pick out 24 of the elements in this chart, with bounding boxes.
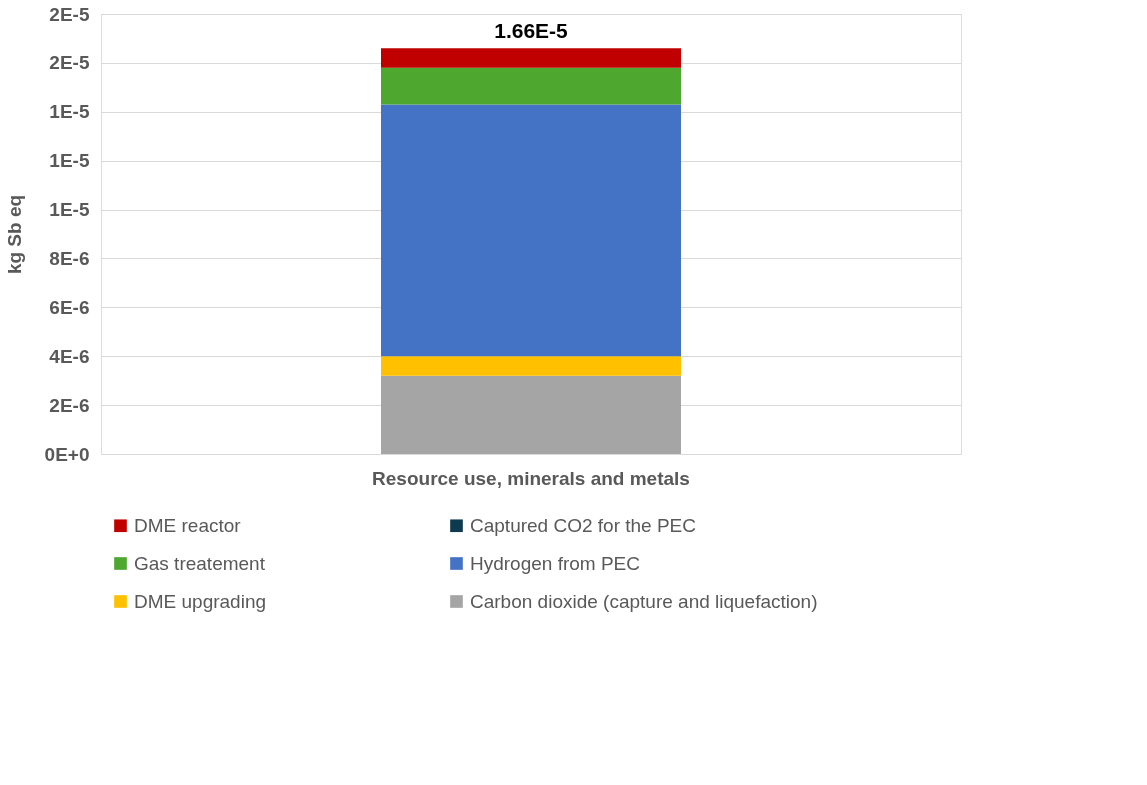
- y-tick-label: 4E-6: [49, 345, 90, 367]
- bar: [381, 356, 681, 376]
- bar: [381, 48, 681, 68]
- bar: [381, 375, 681, 454]
- legend-label: Carbon dioxide (capture and liquefaction): [470, 590, 818, 612]
- legend-label: Gas treatement: [134, 552, 266, 574]
- legend-label: DME upgrading: [134, 590, 267, 612]
- y-tick-label: 0E+0: [44, 443, 90, 465]
- total-label: 1.66E-5: [494, 19, 569, 43]
- x-tick-label: Resource use, minerals and metals: [372, 467, 690, 489]
- y-tick-label: 8E-6: [49, 247, 90, 269]
- y-tick-label: 2E-5: [49, 52, 90, 74]
- y-tick-label: 1E-5: [49, 101, 90, 123]
- legend-label: Hydrogen from PEC: [470, 552, 641, 574]
- y-tick-label: 1E-5: [49, 150, 90, 172]
- y-tick-label: 6E-6: [49, 296, 90, 318]
- y-tick-label: 2E-6: [49, 394, 90, 416]
- y-tick-label: 2E-5: [49, 3, 90, 25]
- legend-label: Captured CO2 for the PEC: [470, 514, 696, 536]
- y-axis-title: kg Sb eq: [3, 194, 25, 275]
- bar: [381, 67, 681, 105]
- y-tick-label: 1E-5: [49, 199, 90, 221]
- bar: [381, 104, 681, 357]
- legend-label: DME reactor: [134, 514, 242, 536]
